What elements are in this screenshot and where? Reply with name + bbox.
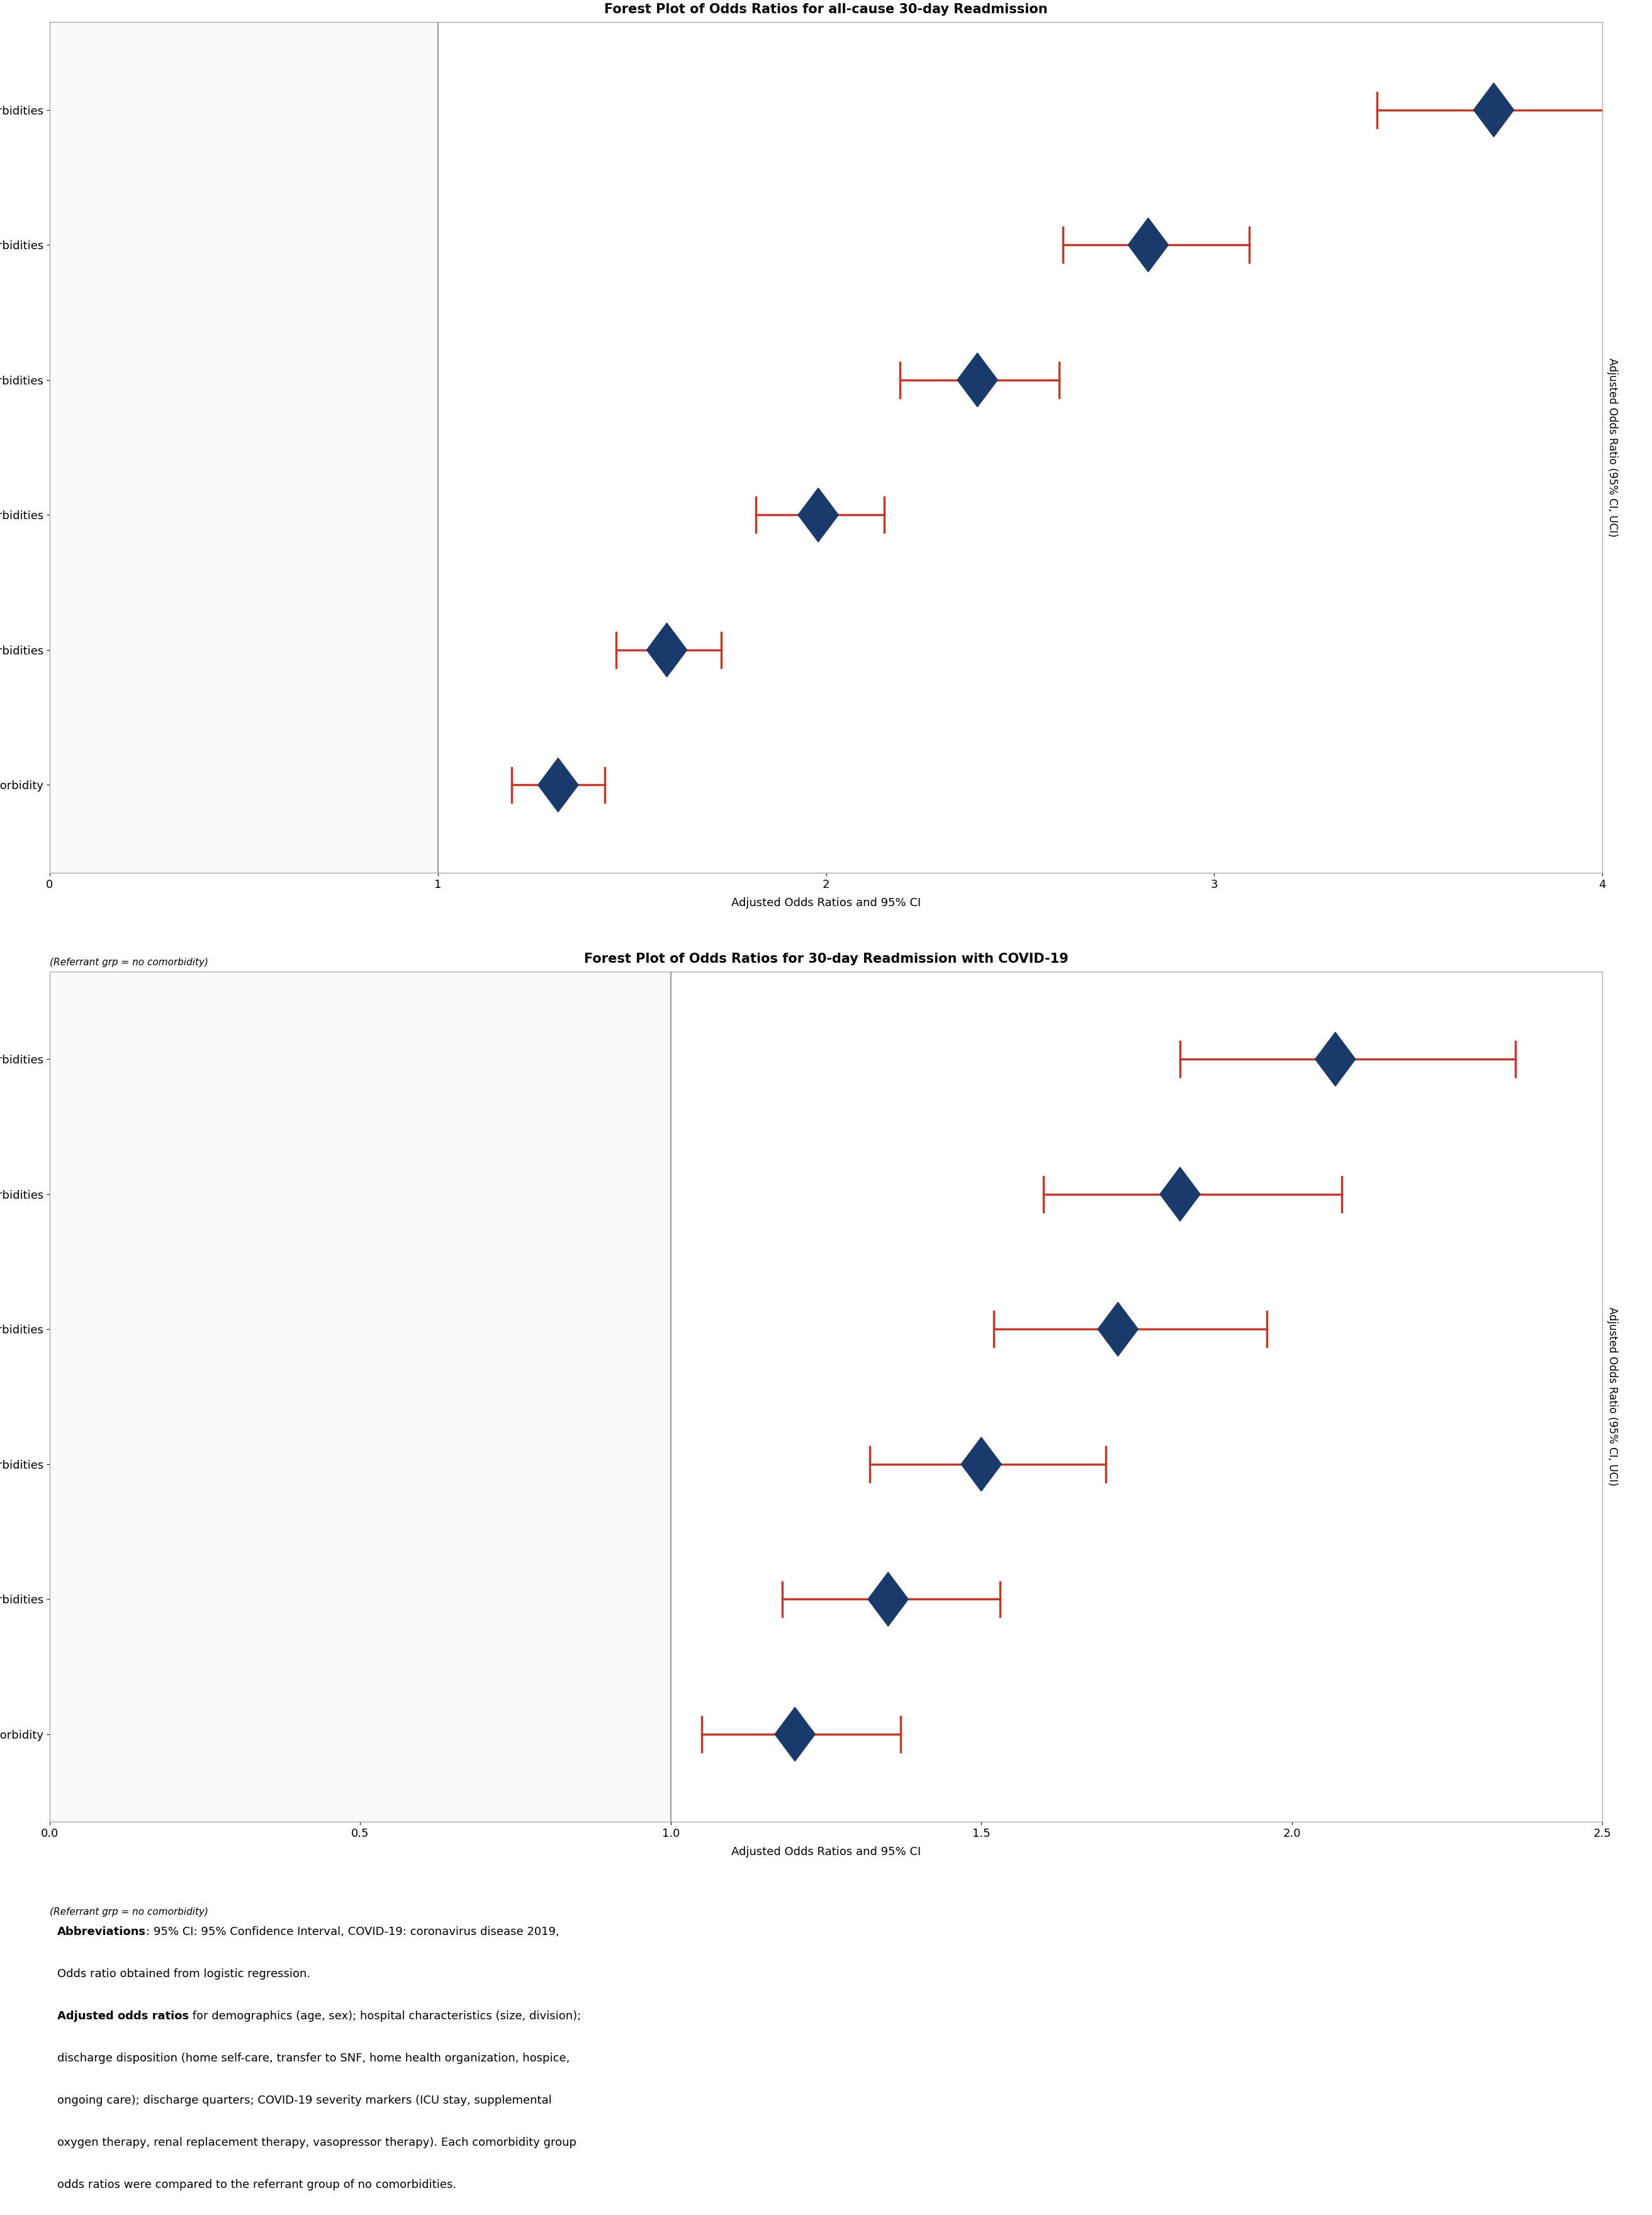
Polygon shape (539, 758, 578, 813)
Polygon shape (1128, 217, 1168, 272)
Text: (Referrant grp = no comorbidity): (Referrant grp = no comorbidity) (50, 1907, 208, 1916)
Title: Forest Plot of Odds Ratios for 30-day Readmission with COVID-19: Forest Plot of Odds Ratios for 30-day Re… (583, 952, 1069, 966)
Polygon shape (867, 1573, 909, 1626)
Text: for demographics (age, sex); hospital characteristics (size, division);: for demographics (age, sex); hospital ch… (188, 2011, 582, 2022)
Bar (50, 22, 438, 873)
Y-axis label: Adjusted Odds Ratio (95% CI, UCI): Adjusted Odds Ratio (95% CI, UCI) (1607, 359, 1619, 536)
Y-axis label: Adjusted Odds Ratio (95% CI, UCI): Adjusted Odds Ratio (95% CI, UCI) (1607, 1307, 1619, 1486)
Polygon shape (1097, 1302, 1138, 1356)
Text: Adjusted odds ratios: Adjusted odds ratios (58, 2011, 188, 2022)
Text: Abbreviations: Abbreviations (58, 1927, 145, 1938)
Polygon shape (1160, 1167, 1201, 1220)
Bar (50, 972, 671, 1823)
Text: odds ratios were compared to the referrant group of no comorbidities.: odds ratios were compared to the referra… (58, 2180, 456, 2191)
X-axis label: Adjusted Odds Ratios and 95% CI: Adjusted Odds Ratios and 95% CI (732, 897, 920, 908)
Polygon shape (1315, 1032, 1356, 1085)
Polygon shape (775, 1708, 814, 1761)
Text: ongoing care); discharge quarters; COVID-19 severity markers (ICU stay, suppleme: ongoing care); discharge quarters; COVID… (58, 2095, 552, 2106)
Text: Odds ratio obtained from logistic regression.: Odds ratio obtained from logistic regres… (58, 1969, 311, 1980)
Text: (Referrant grp = no comorbidity): (Referrant grp = no comorbidity) (50, 957, 208, 968)
Text: oxygen therapy, renal replacement therapy, vasopressor therapy). Each comorbidit: oxygen therapy, renal replacement therap… (58, 2137, 577, 2149)
Polygon shape (1474, 82, 1513, 137)
Text: discharge disposition (home self-care, transfer to SNF, home health organization: discharge disposition (home self-care, t… (58, 2053, 570, 2064)
Polygon shape (798, 487, 839, 543)
Polygon shape (957, 352, 998, 408)
Polygon shape (646, 622, 687, 678)
X-axis label: Adjusted Odds Ratios and 95% CI: Adjusted Odds Ratios and 95% CI (732, 1847, 920, 1858)
Text: : 95% CI: 95% Confidence Interval, COVID-19: coronavirus disease 2019,: : 95% CI: 95% Confidence Interval, COVID… (145, 1927, 560, 1938)
Polygon shape (961, 1438, 1001, 1491)
Title: Forest Plot of Odds Ratios for all-cause 30-day Readmission: Forest Plot of Odds Ratios for all-cause… (605, 4, 1047, 16)
